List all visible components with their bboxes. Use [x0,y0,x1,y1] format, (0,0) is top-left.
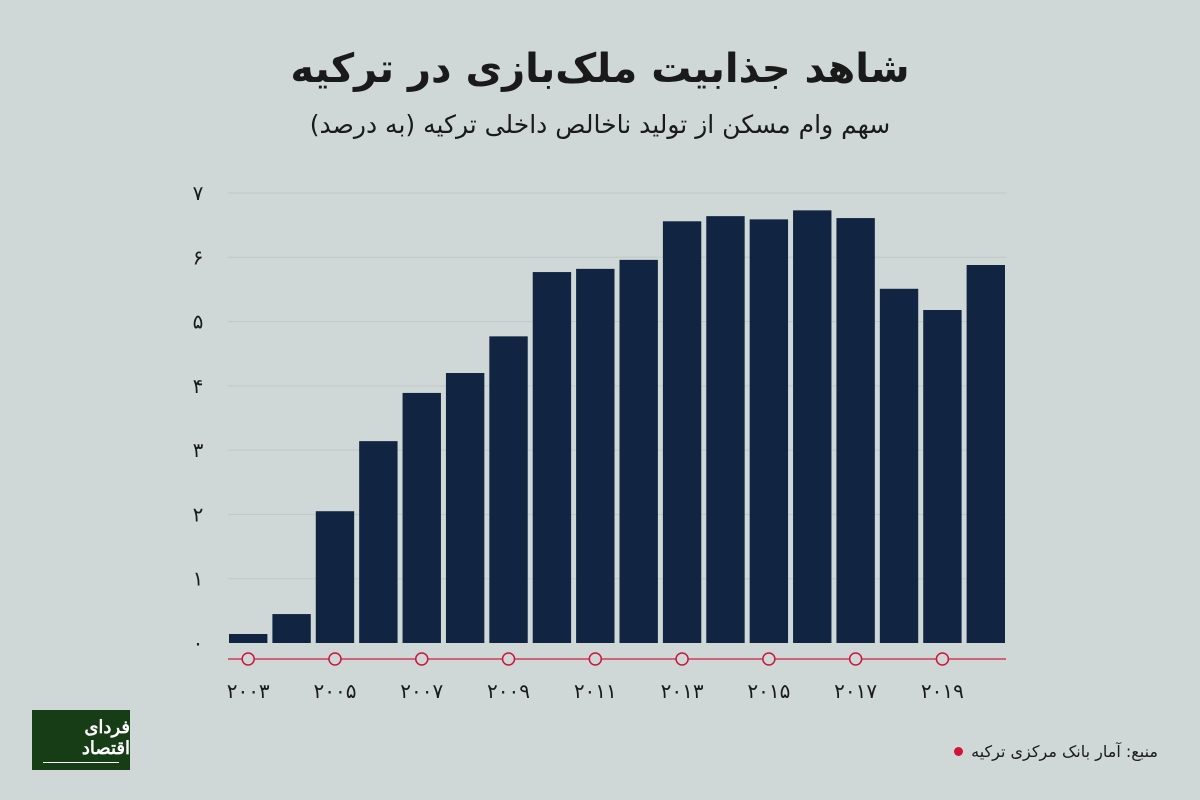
y-tick-label: ۲ [193,502,204,526]
x-tick-label: ۲۰۱۷ [834,679,877,703]
y-tick-label: ۴ [193,374,204,398]
x-tick-label: ۲۰۰۷ [400,679,443,703]
chart-title: شاهد جذابیت ملک‌بازی در ترکیه [290,46,910,92]
bar-2017 [836,218,875,644]
logo: فردای اقتصاد [32,710,130,770]
bar-2015 [749,219,789,643]
bar-2012 [619,259,658,643]
x-tick-label: ۲۰۱۱ [574,679,617,703]
x-tick-label: ۲۰۱۹ [921,679,964,703]
x-tick-label: ۲۰۱۳ [661,679,704,703]
bar-2010 [532,272,572,643]
bar-2004 [272,614,311,643]
bar-2020 [966,265,1005,643]
bullet-dot-icon [954,747,964,756]
bar-2019 [923,310,962,643]
logo-text: فردای اقتصاد [81,717,130,759]
x-tick-marker [501,652,516,666]
bar-2008 [445,373,485,643]
x-tick-marker [675,652,689,666]
bar-2007 [402,392,441,643]
x-tick-marker [848,652,863,666]
bar-2018 [879,288,919,643]
x-tick-label: ۲۰۰۹ [487,679,530,703]
x-tick-label: ۲۰۱۵ [747,679,790,703]
y-tick-label: ۱ [193,567,204,591]
bar-2011 [576,268,615,643]
y-tick-label: ۵ [193,310,204,334]
chart-subtitle: سهم وام مسکن از تولید ناخالص داخلی ترکیه… [309,110,891,139]
y-tick-label: ۷ [193,181,204,205]
x-tick-marker [328,652,342,666]
x-tick-marker [415,652,429,666]
logo-rule [43,762,119,763]
bar-2009 [489,336,528,643]
x-tick-marker [762,652,776,666]
source-text: منبع: آمار بانک مرکزی ترکیه [971,742,1158,761]
bar-2013 [662,221,702,644]
bar-2003 [229,634,268,643]
x-tick-marker [241,652,255,666]
x-tick-marker [588,652,603,666]
bar-2014 [706,216,745,643]
y-tick-label: ۰ [193,631,204,655]
bar-2005 [315,511,355,643]
x-tick-marker [935,652,950,666]
y-tick-label: ۳ [193,438,204,462]
bar-2016 [793,210,832,643]
y-tick-label: ۶ [193,245,204,269]
bar-2006 [359,441,398,643]
x-tick-label: ۲۰۰۵ [313,679,356,703]
source-note: منبع: آمار بانک مرکزی ترکیه [954,742,1158,761]
x-tick-label: ۲۰۰۳ [227,679,270,703]
